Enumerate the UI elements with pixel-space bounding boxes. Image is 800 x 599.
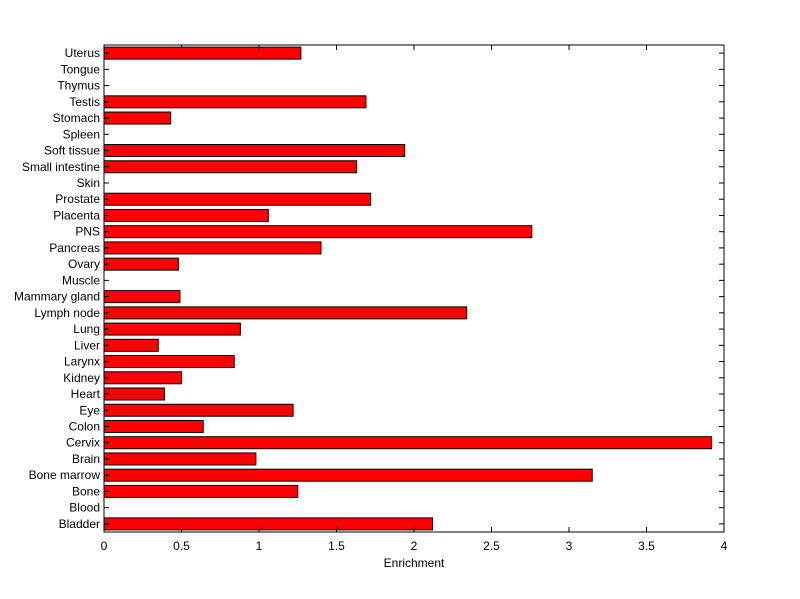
y-tick-label: Small intestine (22, 160, 100, 174)
y-tick-label: Lymph node (34, 306, 100, 320)
plot-frame (103, 44, 725, 533)
bar-larynx (103, 355, 235, 369)
bar-prostate (103, 192, 372, 206)
x-tick-label: 3.5 (638, 539, 655, 553)
x-tick-label: 1 (256, 539, 263, 553)
bar-testis (103, 95, 367, 109)
ticks-layer (103, 45, 725, 532)
bar-mammary-gland (103, 290, 181, 304)
x-tick-label: 2.5 (483, 539, 500, 553)
y-tick-label: Bladder (59, 517, 100, 531)
bar-uterus (103, 46, 302, 60)
y-tick-label: PNS (75, 225, 100, 239)
y-tick-label: Testis (69, 95, 100, 109)
x-tick-label: 0 (101, 539, 108, 553)
bar-ovary (103, 257, 179, 271)
bar-bladder (103, 517, 434, 531)
bar-soft-tissue (103, 144, 406, 158)
bar-bone-marrow (103, 468, 593, 482)
y-tick-label: Thymus (57, 79, 100, 93)
y-tick-label: Liver (74, 338, 100, 352)
y-tick-label: Blood (69, 501, 100, 515)
y-tick-label: Colon (69, 419, 100, 433)
x-tick-label: 0.5 (173, 539, 190, 553)
y-tick-label: Lung (73, 322, 100, 336)
bar-kidney (103, 371, 182, 385)
labels-layer: Bladder Blood Bone Bone marrow Brain Cervix Co… (14, 46, 728, 553)
y-tick-label: Stomach (53, 111, 100, 125)
y-tick-label: Spleen (63, 127, 100, 141)
bar-lung (103, 322, 241, 336)
y-tick-label: Muscle (62, 273, 100, 287)
y-tick-label: Placenta (53, 208, 100, 222)
plot-area (104, 45, 724, 532)
y-tick-label: Kidney (63, 371, 100, 385)
x-axis-label: Enrichment (384, 556, 445, 570)
bar-brain (103, 452, 257, 466)
y-tick-label: Eye (79, 403, 100, 417)
y-tick-label: Pancreas (49, 241, 100, 255)
bar-stomach (103, 111, 172, 125)
y-tick-label: Heart (71, 387, 101, 401)
y-tick-label: Tongue (61, 62, 101, 76)
x-tick-label: 2 (411, 539, 418, 553)
y-tick-label: Brain (72, 452, 100, 466)
x-tick-label: 4 (721, 539, 728, 553)
y-tick-label: Larynx (64, 355, 100, 369)
y-tick-label: Bone (72, 484, 100, 498)
y-tick-label: Mammary gland (14, 290, 100, 304)
bar-colon (103, 419, 204, 433)
y-tick-label: Skin (77, 176, 100, 190)
bar-pancreas (103, 241, 322, 255)
bar-placenta (103, 208, 269, 222)
y-tick-label: Bone marrow (29, 468, 101, 482)
y-tick-label: Cervix (66, 436, 100, 450)
bar-small-intestine (103, 160, 358, 174)
y-tick-label: Ovary (68, 257, 100, 271)
y-tick-label: Soft tissue (44, 144, 100, 158)
bar-pns (103, 225, 533, 239)
bar-eye (103, 403, 294, 417)
bar-bone (103, 484, 299, 498)
y-tick-label: Uterus (65, 46, 100, 60)
bar-heart (103, 387, 165, 401)
y-tick-label: Prostate (55, 192, 100, 206)
bar-cervix (103, 436, 713, 450)
x-tick-label: 3 (566, 539, 573, 553)
bar-liver (103, 338, 159, 352)
bar-lymph-node (103, 306, 468, 320)
x-tick-label: 1.5 (328, 539, 345, 553)
